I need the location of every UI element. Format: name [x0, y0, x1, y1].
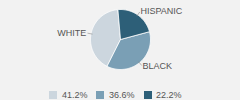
- html-text:41.2%: 41.2%: [62, 89, 88, 100]
- html-text:36.6%: 36.6%: [109, 89, 135, 100]
- svg-text:BLACK: BLACK: [142, 61, 172, 71]
- svg-text:HISPANIC: HISPANIC: [140, 6, 182, 16]
- svg-text:WHITE: WHITE: [57, 28, 86, 38]
- html-text:22.2%: 22.2%: [156, 89, 182, 100]
